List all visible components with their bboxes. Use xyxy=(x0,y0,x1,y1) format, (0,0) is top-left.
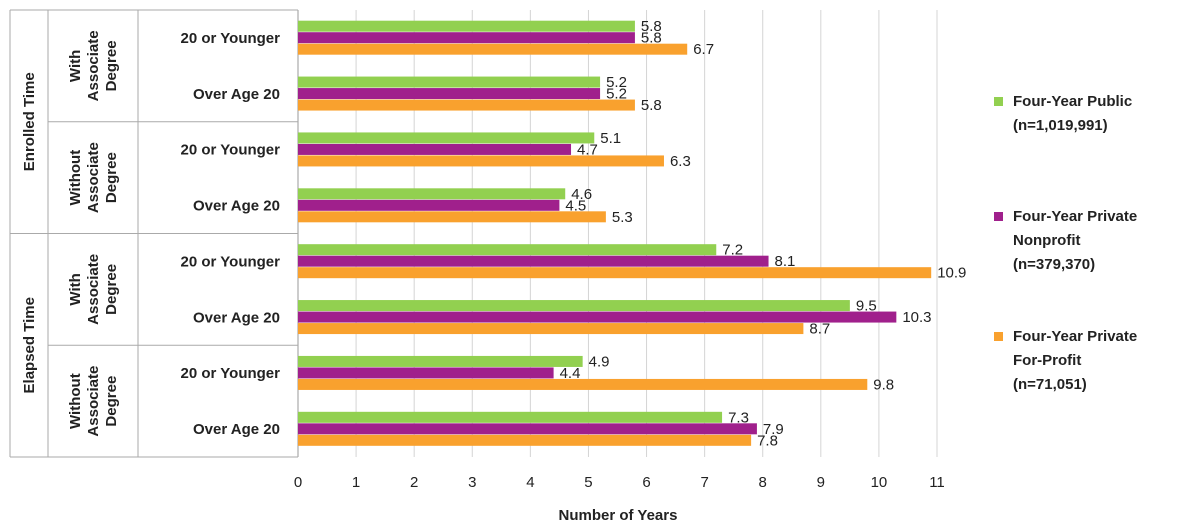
x-tick-label: 0 xyxy=(294,474,302,491)
data-label: 9.8 xyxy=(873,376,894,393)
data-label: 6.3 xyxy=(670,153,691,170)
bar xyxy=(298,244,717,256)
data-label: 5.8 xyxy=(641,30,662,47)
data-label: 4.4 xyxy=(560,365,581,382)
subgroup-label: Degree xyxy=(103,264,120,315)
data-label: 4.5 xyxy=(565,197,586,214)
data-label: 7.3 xyxy=(728,409,749,426)
group-label: Elapsed Time xyxy=(21,297,38,393)
category-label: 20 or Younger xyxy=(181,30,281,47)
bar xyxy=(298,76,601,88)
bar xyxy=(298,267,932,279)
subgroup-label: With xyxy=(67,273,84,305)
legend-label: Four-Year Public xyxy=(1013,93,1132,110)
bar xyxy=(298,43,688,55)
data-label: 4.6 xyxy=(571,186,592,203)
bar xyxy=(298,20,635,32)
bar xyxy=(298,188,566,200)
data-label: 8.7 xyxy=(809,321,830,338)
group-label: Enrolled Time xyxy=(21,72,38,171)
data-label: 5.2 xyxy=(606,74,627,91)
bars: 5.85.86.75.25.25.85.14.76.34.64.55.37.28… xyxy=(298,18,966,449)
subgroup-label: With xyxy=(67,50,84,82)
data-label: 7.9 xyxy=(763,421,784,438)
bar xyxy=(298,411,723,423)
data-label: 7.2 xyxy=(722,242,743,259)
x-tick-label: 11 xyxy=(929,474,945,491)
subgroup-label: Without xyxy=(67,150,84,206)
data-label: 5.3 xyxy=(612,209,633,226)
x-tick-label: 4 xyxy=(526,474,534,491)
x-axis-title: Number of Years xyxy=(559,507,678,524)
legend-label: For-Profit xyxy=(1013,352,1081,369)
bar xyxy=(298,367,554,379)
bar xyxy=(298,143,572,155)
x-tick-label: 10 xyxy=(871,474,888,491)
x-tick-label: 1 xyxy=(352,474,360,491)
bar xyxy=(298,99,635,111)
category-label: Over Age 20 xyxy=(193,198,280,215)
legend-swatch xyxy=(994,212,1003,221)
legend-label: Nonprofit xyxy=(1013,232,1080,249)
category-label: 20 or Younger xyxy=(181,253,281,270)
bar xyxy=(298,423,757,435)
legend-swatch xyxy=(994,97,1003,106)
data-label: 5.1 xyxy=(600,130,621,147)
data-label: 10.3 xyxy=(902,309,931,326)
subgroup-label: Degree xyxy=(103,40,120,91)
legend-label: Four-Year Private xyxy=(1013,208,1137,225)
bar xyxy=(298,132,595,144)
data-label: 4.7 xyxy=(577,141,598,158)
bar xyxy=(298,155,664,167)
legend-label: (n=379,370) xyxy=(1013,256,1095,273)
data-label: 9.5 xyxy=(856,298,877,315)
category-label: Over Age 20 xyxy=(193,86,280,103)
bar xyxy=(298,211,606,223)
data-label: 4.9 xyxy=(589,353,610,370)
data-label: 5.8 xyxy=(641,18,662,35)
data-label: 6.7 xyxy=(693,41,714,58)
bar xyxy=(298,255,769,267)
bar xyxy=(298,300,850,312)
legend: Four-Year Public (n=1,019,991) Four-Year P… xyxy=(994,93,1137,393)
category-label: Over Age 20 xyxy=(193,309,280,326)
subgroup-label: Degree xyxy=(103,152,120,203)
legend-swatch xyxy=(994,332,1003,341)
x-tick-label: 6 xyxy=(642,474,650,491)
subgroup-label: Associate xyxy=(85,366,102,437)
legend-label: Four-Year Private xyxy=(1013,328,1137,345)
bar xyxy=(298,199,560,211)
data-label: 10.9 xyxy=(937,265,966,282)
data-label: 5.2 xyxy=(606,86,627,103)
data-label: 5.8 xyxy=(641,97,662,114)
bar xyxy=(298,355,583,367)
category-label: Over Age 20 xyxy=(193,421,280,438)
x-tick-label: 3 xyxy=(468,474,476,491)
subgroup-label: Associate xyxy=(85,142,102,213)
x-tick-label: 5 xyxy=(584,474,592,491)
bar xyxy=(298,323,804,335)
subgroup-label: Degree xyxy=(103,376,120,427)
subgroup-label: Associate xyxy=(85,30,102,101)
x-axis-ticks: 0 1 2 3 4 5 6 7 8 9 10 11 xyxy=(294,474,945,491)
legend-label: (n=1,019,991) xyxy=(1013,117,1108,134)
bar xyxy=(298,434,752,446)
category-label: 20 or Younger xyxy=(181,365,281,382)
subgroup-label: Without xyxy=(67,373,84,429)
x-tick-label: 9 xyxy=(817,474,825,491)
x-tick-label: 2 xyxy=(410,474,418,491)
x-tick-label: 7 xyxy=(700,474,708,491)
subgroup-label: Associate xyxy=(85,254,102,325)
bar xyxy=(298,88,601,100)
data-label: 7.8 xyxy=(757,432,778,449)
data-label: 8.1 xyxy=(775,253,796,270)
bar xyxy=(298,311,897,323)
legend-label: (n=71,051) xyxy=(1013,376,1087,393)
category-label: 20 or Younger xyxy=(181,142,281,159)
x-tick-label: 8 xyxy=(759,474,767,491)
bar xyxy=(298,32,635,44)
bar xyxy=(298,378,868,390)
